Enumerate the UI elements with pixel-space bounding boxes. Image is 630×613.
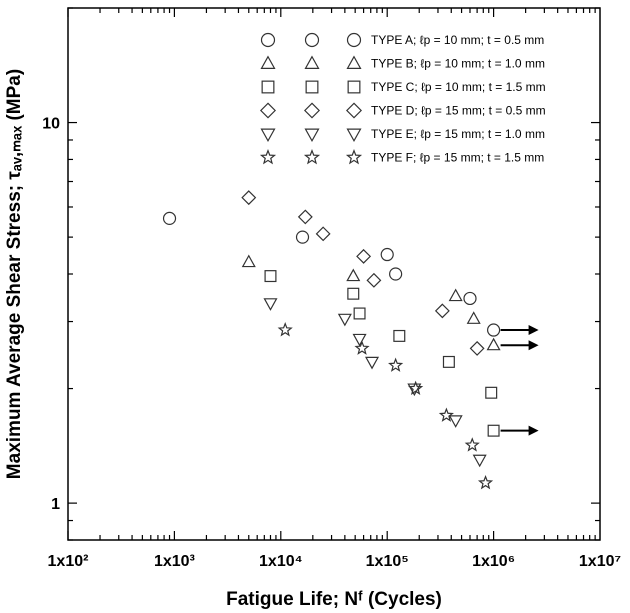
triangle-marker [466,311,481,324]
runout-arrowhead [528,340,539,351]
diamond-marker [434,303,450,319]
circle-marker [463,291,477,306]
square-marker [485,386,498,399]
circle-marker [487,323,501,337]
runout-arrows [500,325,539,436]
x-tick-label: 1x10² [48,553,89,570]
y-tick-labels: 1 10 [42,116,60,514]
square-marker [442,355,455,368]
y-tick-label: 1 [51,496,60,513]
star-marker [388,357,404,372]
circle-marker [260,32,276,48]
diamond-marker [304,102,320,119]
down-triangle-marker [346,128,362,143]
x-tick-labels: 1x10² 1x10³ 1x10⁴ 1x10⁵ 1x10⁶ 1x10⁷ [48,553,622,570]
down-triangle-marker [337,313,352,327]
diamond-marker [469,340,485,356]
star-marker [477,474,494,490]
square-marker [393,329,406,342]
down-triangle-marker [263,298,278,311]
down-triangle-marker [472,454,487,468]
runout-arrowhead [528,325,539,336]
circle-marker [304,32,320,48]
star-marker [408,380,424,396]
runout-arrowhead [528,425,539,436]
triangle-marker [241,254,256,268]
y-axis-title: Maximum Average Shear Stress; τₐᵥ,ₘₐₓ (M… [4,69,25,479]
star-marker [259,149,277,165]
diamond-marker [346,102,362,119]
square-marker [261,80,275,94]
down-triangle-marker [352,333,367,347]
star-marker [464,437,480,452]
down-triangle-marker [365,356,380,370]
ticks [67,7,600,541]
x-tick-label: 1x10⁴ [259,553,303,570]
triangle-marker [486,337,501,351]
triangle-marker [346,268,361,282]
square-marker [347,287,360,300]
square-marker [487,424,500,437]
circle-marker [380,247,394,262]
diamond-marker [356,248,372,264]
square-marker [264,270,277,283]
triangle-marker [260,55,276,69]
circle-marker [162,211,177,225]
star-marker [438,407,454,422]
y-tick-label: 10 [42,116,60,133]
diamond-marker [315,226,331,242]
star-marker [277,322,293,337]
circle-marker [295,230,310,244]
x-tick-label: 1x10⁷ [579,553,621,570]
legend: TYPE A; ℓp = 10 mm; t = 0.5 mm TYPE B; ℓp… [259,32,546,165]
x-axis-title: Fatigue Life; Nᶠ (Cycles) [226,589,442,610]
diamond-marker [366,272,382,288]
circle-marker [346,32,362,48]
legend-entry: TYPE F; ℓp = 15 mm; t = 1.5 mm [371,151,544,165]
legend-entry: TYPE D; ℓp = 15 mm; t = 0.5 mm [371,104,546,118]
x-tick-label: 1x10⁵ [366,553,409,570]
data-marks [162,190,501,490]
square-marker [305,80,319,94]
star-marker [354,340,370,355]
triangle-marker [346,55,362,69]
diamond-marker [297,209,313,225]
legend-entry: TYPE E; ℓp = 15 mm; t = 1.0 mm [371,127,545,141]
star-marker [303,149,321,165]
square-marker [353,307,366,320]
triangle-marker [448,288,463,302]
circle-marker [389,267,403,281]
square-marker [347,80,361,94]
triangle-marker [304,55,320,69]
star-marker [345,149,363,165]
diamond-marker [241,190,257,206]
legend-entry: TYPE B; ℓp = 10 mm; t = 1.0 mm [371,57,545,71]
down-triangle-marker [260,128,276,143]
diamond-marker [260,102,276,119]
legend-entry: TYPE A; ℓp = 10 mm; t = 0.5 mm [371,33,544,47]
legend-entry: TYPE C; ℓp = 10 mm; t = 1.5 mm [371,80,546,94]
down-triangle-marker [304,128,320,143]
x-tick-label: 1x10⁶ [472,553,515,570]
x-tick-label: 1x10³ [154,553,195,570]
down-triangle-marker [448,415,463,428]
